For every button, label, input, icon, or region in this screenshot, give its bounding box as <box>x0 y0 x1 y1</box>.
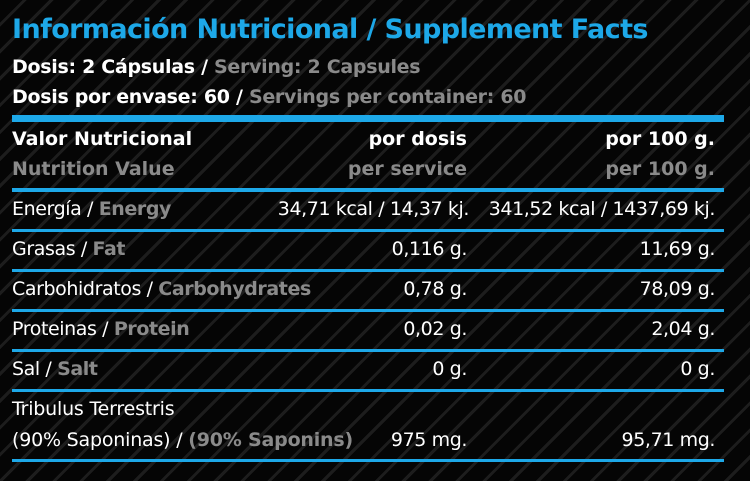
row-label-en: (90% Saponins) <box>188 429 353 451</box>
row-per-100g: 341,52 kcal / 1437,69 kj. <box>488 198 716 220</box>
header-per-100g-en: per 100 g. <box>605 158 715 180</box>
page-title: Información Nutricional / Supplement Fac… <box>12 14 648 45</box>
row-per-dose: 34,71 kcal / 14,37 kj. <box>277 198 470 220</box>
row-per-100g: 11,69 g. <box>639 238 716 260</box>
row-label-es: (90% Saponinas) / <box>12 429 189 451</box>
row-label: Energía / Energy <box>12 198 171 220</box>
row-per-dose: 0,78 g. <box>403 278 467 300</box>
row-label-es: Energía / <box>12 198 99 220</box>
row-label-en: Salt <box>57 358 98 380</box>
header-nutrition-value-es: Valor Nutricional <box>12 128 193 150</box>
row-label: Grasas / Fat <box>12 238 125 260</box>
row-label: (90% Saponinas) / (90% Saponins) <box>12 429 353 451</box>
row-label-es: Carbohidratos / <box>12 278 159 300</box>
header-per-dose-en: per service <box>347 158 467 180</box>
row-per-100g: 78,09 g. <box>639 278 716 300</box>
row-per-100g: 95,71 mg. <box>621 429 716 451</box>
row-per-dose: 0 g. <box>432 358 467 380</box>
serving-line: Dosis: 2 Cápsulas / Serving: 2 Capsules <box>12 56 421 78</box>
header-per-100g-es: por 100 g. <box>605 128 715 150</box>
row-label-es: Sal / <box>12 358 58 380</box>
row-label-es: Proteinas / <box>12 318 114 340</box>
row-label: Sal / Salt <box>12 358 98 380</box>
bottom-divider <box>12 459 724 462</box>
row-label-es: Grasas / <box>12 238 93 260</box>
servings-es: Dosis por envase: 60 / <box>12 86 249 108</box>
serving-es: Dosis: 2 Cápsulas / <box>12 56 215 78</box>
row-divider <box>12 269 724 272</box>
row-label-en: Protein <box>113 318 190 340</box>
header-per-dose-es: por dosis <box>368 128 467 150</box>
header-divider <box>12 188 724 192</box>
row-label: Carbohidratos / Carbohydrates <box>12 278 311 300</box>
row-label-en: Energy <box>98 198 172 220</box>
row-label: Proteinas / Protein <box>12 318 190 340</box>
row-divider <box>12 389 724 392</box>
row-per-100g: 2,04 g. <box>651 318 715 340</box>
row-per-dose: 975 mg. <box>390 429 468 451</box>
row-divider <box>12 309 724 312</box>
row-per-100g: 0 g. <box>680 358 715 380</box>
row-divider <box>12 349 724 352</box>
servings-per-container-line: Dosis por envase: 60 / Servings per cont… <box>12 86 527 108</box>
row-label-en: Fat <box>92 238 126 260</box>
row-divider <box>12 229 724 232</box>
row-per-dose: 0,02 g. <box>403 318 467 340</box>
serving-en: Serving: 2 Capsules <box>214 56 421 78</box>
row-per-dose: 0,116 g. <box>391 238 468 260</box>
top-divider <box>12 115 724 122</box>
header-nutrition-value-en: Nutrition Value <box>12 158 175 180</box>
row-label-en: Carbohydrates <box>158 278 311 300</box>
tribulus-name: Tribulus Terrestris <box>12 398 175 420</box>
servings-en: Servings per container: 60 <box>248 86 527 108</box>
